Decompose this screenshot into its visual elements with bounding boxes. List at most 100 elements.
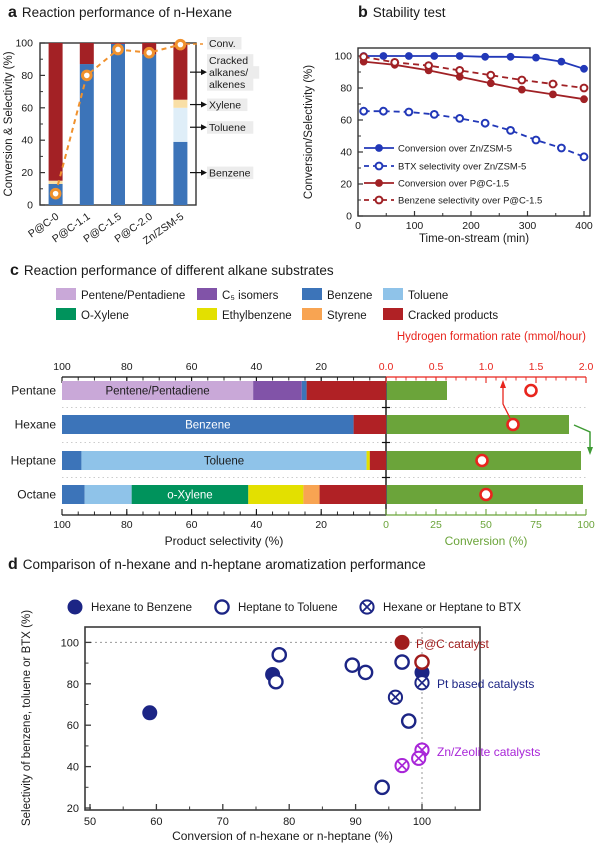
x-tick-label: 60 xyxy=(150,816,162,828)
legend-swatch xyxy=(197,288,217,300)
conversion-marker xyxy=(81,69,93,82)
conversion-marker xyxy=(174,38,187,51)
legend-swatch xyxy=(197,308,217,320)
tick-label: 80 xyxy=(121,361,133,373)
data-marker xyxy=(359,106,369,116)
tick-label: 0.5 xyxy=(429,361,444,373)
h2-rate-marker xyxy=(479,487,493,502)
tick-label: 60 xyxy=(186,519,198,531)
annotation-bg xyxy=(207,66,260,79)
h2-rate-marker xyxy=(524,383,538,398)
data-marker xyxy=(455,114,465,123)
legend-label: Toluene xyxy=(408,290,448,302)
legend-swatch xyxy=(383,308,403,320)
annotation-arrowhead xyxy=(201,169,207,176)
tick-label: 0 xyxy=(383,519,389,531)
annotation-bg xyxy=(207,37,242,50)
data-marker xyxy=(390,58,400,67)
panel-c-label: c xyxy=(10,262,19,279)
bar-segment-cracked-alkanes-alkenes xyxy=(79,43,94,65)
legend-label: Benzene selectivity over P@C-1.5 xyxy=(398,196,542,207)
annotation-text: Xylene xyxy=(209,100,241,112)
y-tick-label: 40 xyxy=(21,135,33,147)
tick-label: 100 xyxy=(577,519,595,531)
y-tick-label: 60 xyxy=(21,102,33,114)
scatter-point-filled xyxy=(394,634,410,650)
selectivity-segment xyxy=(62,381,254,400)
conversion-bar xyxy=(387,381,447,400)
data-marker xyxy=(506,126,515,135)
legend-label: Cracked products xyxy=(408,310,498,322)
h2-callout-arrow xyxy=(502,385,511,419)
panel-d-chart: Hexane to Benzene Heptane to Toluene Hexan… xyxy=(21,599,540,843)
data-marker xyxy=(404,52,413,60)
data-marker xyxy=(455,72,464,81)
tick-label: 1.5 xyxy=(529,361,544,373)
data-marker xyxy=(379,106,388,116)
x-tick-label: 90 xyxy=(349,816,361,828)
annotation-arrowhead xyxy=(201,69,207,76)
data-marker xyxy=(580,64,588,73)
panel-d-label: d xyxy=(8,556,18,573)
y-tick-label: 100 xyxy=(61,637,79,649)
panel-b-label: b xyxy=(358,4,368,21)
scatter-point-open xyxy=(357,664,374,681)
annotation-text: P@C catalyst xyxy=(416,637,490,651)
panel-b-chart: 0 100 200 300 400020406080100Time-on-stream … xyxy=(303,47,593,245)
x-tick-label: 70 xyxy=(217,816,229,828)
legend-label: Conversion over P@C-1.5 xyxy=(398,179,509,190)
tick-label: 25 xyxy=(430,519,442,531)
x-tick-label: 50 xyxy=(84,816,96,828)
y-tick-label: 40 xyxy=(67,762,79,774)
data-marker xyxy=(580,95,588,104)
bar-inline-label: o-Xylene xyxy=(167,490,212,502)
series-line xyxy=(363,55,585,89)
bar-inline-label: Pentene/Pentadiene xyxy=(105,386,209,398)
tick-label: 1.0 xyxy=(479,361,494,373)
data-marker xyxy=(486,70,496,80)
panel-d: d Comparison of n-hexane and n-heptane ar… xyxy=(0,556,600,848)
data-marker xyxy=(517,75,527,85)
x-tick-label: 200 xyxy=(462,220,480,232)
selectivity-segment xyxy=(303,485,320,504)
bar-inline-label: Toluene xyxy=(204,456,244,468)
y-axis-label: Selectivity of benzene, toluene or BTX (… xyxy=(21,610,33,826)
annotation-bg xyxy=(207,78,254,91)
bar-segment-benzene xyxy=(173,141,188,205)
row-label: Hexane xyxy=(15,418,57,432)
bar-segment-benzene xyxy=(111,43,125,205)
conversion-callout-arrow xyxy=(573,424,591,449)
y-axis-label: Conversion/Selectivity (%) xyxy=(303,65,315,199)
annotation-text: Benzene xyxy=(209,168,251,180)
y-tick-label: 20 xyxy=(340,179,352,191)
series-line xyxy=(363,60,585,101)
y-tick-label: 20 xyxy=(21,167,33,179)
annotation-text: alkenes xyxy=(209,79,245,91)
selectivity-segment xyxy=(301,381,307,400)
legend-swatch xyxy=(302,308,322,320)
annotation-bg xyxy=(207,121,254,134)
y-tick-label: 40 xyxy=(340,147,352,159)
data-marker xyxy=(424,61,434,70)
tick-label: 75 xyxy=(530,519,542,531)
data-marker xyxy=(359,52,369,62)
x-tick-label: 300 xyxy=(519,220,537,232)
tick-label: 100 xyxy=(53,519,71,531)
x-tick-label: 100 xyxy=(406,220,424,232)
h2-axis-label: Hydrogen formation rate (mmol/hour) xyxy=(397,331,586,343)
annotation-text: Zn/Zeolite catalysts xyxy=(437,745,540,759)
plot-frame xyxy=(357,47,591,217)
data-marker xyxy=(579,152,589,162)
panel-a-label: a xyxy=(8,4,17,21)
scatter-point-filled xyxy=(67,599,83,615)
data-marker xyxy=(375,144,383,152)
selectivity-segment xyxy=(81,451,367,470)
y-tick-label: 20 xyxy=(67,803,79,815)
legend-swatch xyxy=(383,288,403,300)
scatter-point-open xyxy=(214,599,230,615)
scatter-point-open xyxy=(414,654,430,670)
bar-segment-benzene xyxy=(79,64,94,205)
conversion-callout-arrowhead xyxy=(587,447,593,455)
